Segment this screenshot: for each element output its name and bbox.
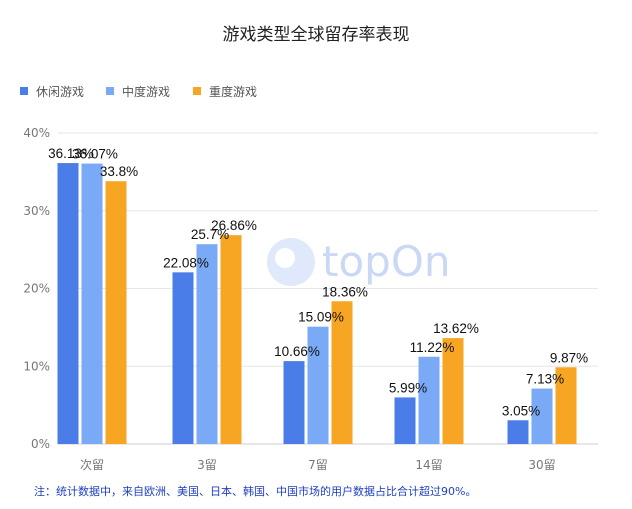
bar: [172, 272, 194, 444]
topon-logo-icon: [267, 238, 315, 286]
x-tick-label: 30留: [528, 458, 555, 472]
bar: [283, 361, 305, 444]
bar: [307, 326, 329, 444]
data-label: 36.13%: [48, 146, 94, 161]
data-label: 3.05%: [502, 403, 540, 418]
legend-label: 中度游戏: [122, 84, 170, 99]
bar: [105, 181, 127, 444]
x-tick-label: 次留: [80, 458, 104, 472]
topon-watermark: topOn: [267, 237, 451, 286]
y-axis-ticks: 0% 10% 20% 30% 40%: [23, 126, 50, 451]
bar: [81, 163, 103, 444]
data-label: 5.99%: [389, 380, 427, 395]
y-tick-label: 0%: [31, 437, 50, 451]
bar: [555, 367, 577, 444]
data-label: 11.22%: [410, 340, 455, 355]
y-tick-label: 20%: [23, 282, 50, 296]
data-label: 26.86%: [211, 218, 257, 233]
bar: [220, 235, 242, 444]
data-label: 9.87%: [550, 350, 588, 365]
bar: [196, 244, 218, 444]
y-tick-label: 10%: [23, 359, 50, 373]
bar: [331, 301, 353, 444]
data-label: 36.07%: [72, 147, 118, 162]
bar: [531, 388, 553, 444]
legend-label: 休闲游戏: [36, 85, 84, 99]
bars: [57, 163, 577, 445]
bar: [442, 338, 464, 444]
legend-swatch: [106, 87, 114, 95]
bar: [394, 397, 416, 444]
y-tick-label: 30%: [23, 204, 50, 218]
data-label: 25.7%: [191, 227, 229, 242]
x-tick-label: 14留: [415, 458, 442, 472]
data-label: 13.62%: [433, 321, 479, 336]
x-tick-label: 3留: [197, 458, 217, 472]
data-label: 33.8%: [100, 164, 138, 179]
data-label: 7.13%: [526, 372, 564, 387]
data-labels: 36.13% 22.08% 10.66% 5.99% 3.05% 36.07% 25.7% 1…: [48, 146, 588, 418]
data-label: 18.36%: [322, 284, 368, 299]
legend-label: 重度游戏: [209, 84, 257, 99]
data-label: 15.09%: [298, 310, 344, 325]
bar: [507, 420, 529, 444]
watermark-text: topOn: [322, 237, 451, 286]
chart-title: 游戏类型全球留存率表现: [222, 25, 410, 45]
bar: [57, 163, 79, 445]
footnote: 注：统计数据中，来自欧洲、美国、日本、韩国、中国市场的用户数据占比合计超过90%…: [34, 485, 477, 498]
x-tick-label: 7留: [308, 458, 328, 472]
legend-swatch: [20, 87, 28, 95]
legend: 休闲游戏 中度游戏 重度游戏: [20, 84, 257, 99]
x-axis-ticks: 次留 3留 7留 14留 30留: [80, 458, 556, 472]
data-label: 10.66%: [274, 344, 320, 359]
data-label: 22.08%: [163, 255, 209, 270]
bar: [418, 356, 440, 444]
y-tick-label: 40%: [23, 126, 50, 140]
legend-swatch: [193, 87, 201, 95]
